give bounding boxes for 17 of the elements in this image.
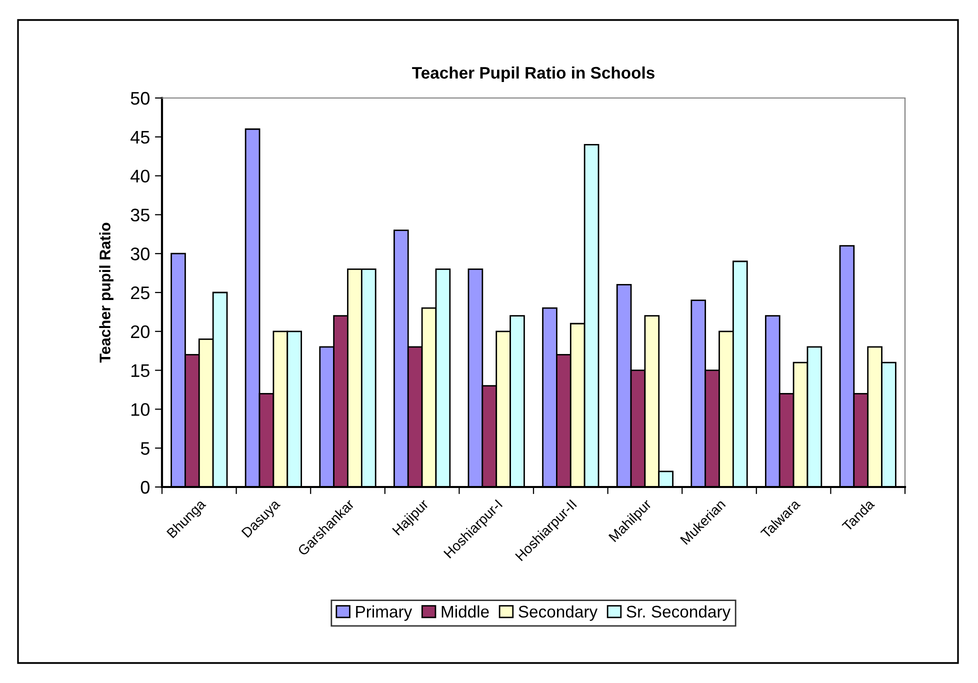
y-tick-label: 10 (131, 403, 150, 416)
y-tick-label: 50 (130, 92, 150, 105)
legend-label: Middle (442, 605, 489, 618)
y-tick-label: 5 (140, 442, 150, 455)
y-tick-label: 35 (130, 208, 150, 222)
y-tick-label: 15 (131, 364, 150, 378)
y-axis-title: Teacher pupil Ratio (99, 222, 114, 363)
y-tick-label: 0 (140, 480, 150, 494)
legend-label: Secondary (518, 605, 598, 621)
legend-label: Primary (356, 605, 412, 621)
y-tick-label: 30 (130, 248, 150, 260)
legend-label: Sr. Secondary (626, 605, 731, 621)
y-tick-label: 45 (130, 131, 150, 144)
chart-title: Teacher Pupil Ratio in Schools (412, 66, 654, 82)
y-tick-label: 40 (130, 170, 150, 183)
y-tick-label: 20 (131, 325, 150, 338)
y-tick-label: 25 (131, 286, 150, 300)
